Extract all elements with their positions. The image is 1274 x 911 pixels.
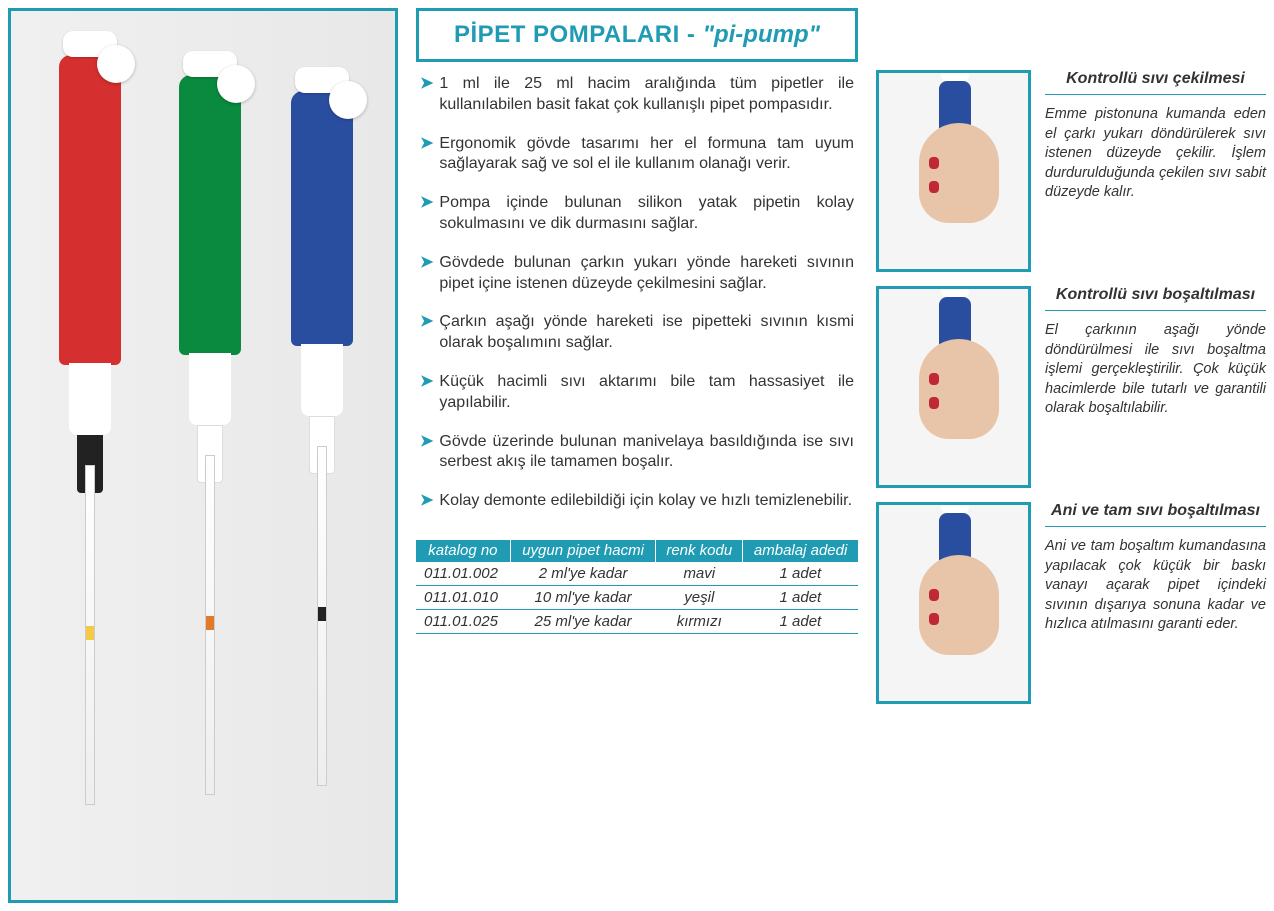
cell: yeşil <box>656 586 743 610</box>
usage-text: Kontrollü sıvı boşaltılması El çarkının … <box>1045 286 1266 419</box>
center-column: PİPET POMPALARI - "pi-pump" ➤1 ml ile 25… <box>416 8 858 903</box>
cell: 011.01.025 <box>416 610 510 634</box>
usage-title: Kontrollü sıvı boşaltılması <box>1045 286 1266 311</box>
feature-text: Gövde üzerinde bulunan manivelaya basıld… <box>439 432 854 474</box>
col-renk: renk kodu <box>656 540 743 563</box>
bullet-icon: ➤ <box>420 312 433 354</box>
cell: 10 ml'ye kadar <box>510 586 655 610</box>
cell: 25 ml'ye kadar <box>510 610 655 634</box>
usage-image-aspirate <box>876 70 1031 272</box>
bullet-icon: ➤ <box>420 134 433 176</box>
feature-text: Çarkın aşağı yönde hareketi ise pipettek… <box>439 312 854 354</box>
catalog-table: katalog no uygun pipet hacmi renk kodu a… <box>416 540 858 635</box>
col-ambalaj: ambalaj adedi <box>743 540 858 563</box>
product-image-panel <box>8 8 398 903</box>
cell: 1 adet <box>743 586 858 610</box>
bullet-icon: ➤ <box>420 193 433 235</box>
bullet-icon: ➤ <box>420 491 433 512</box>
feature-text: Kolay demonte edilebildiği için kolay ve… <box>439 491 854 512</box>
usage-title: Kontrollü sıvı çekilmesi <box>1045 70 1266 95</box>
usage-image-blowout <box>876 502 1031 704</box>
cell: 011.01.002 <box>416 562 510 586</box>
bullet-icon: ➤ <box>420 372 433 414</box>
pump-red <box>59 55 121 365</box>
usage-title: Ani ve tam sıvı boşaltılması <box>1045 502 1266 527</box>
usage-desc: El çarkının aşağı yönde döndürülmesi ile… <box>1045 321 1266 419</box>
pump-blue <box>291 91 353 346</box>
feature-item: ➤ Kolay demonte edilebildiği için kolay v… <box>420 491 854 512</box>
col-katalog: katalog no <box>416 540 510 563</box>
cell: 011.01.010 <box>416 586 510 610</box>
cell: 1 adet <box>743 562 858 586</box>
title-sub: "pi-pump" <box>703 21 820 48</box>
usage-text: Kontrollü sıvı çekilmesi Emme pistonuna … <box>1045 70 1266 203</box>
feature-item: ➤Küçük hacimli sıvı aktarımı bile tam ha… <box>420 372 854 414</box>
feature-text: Küçük hacimli sıvı aktarımı bile tam has… <box>439 372 854 414</box>
feature-item: ➤Pompa içinde bulunan silikon yatak pipe… <box>420 193 854 235</box>
col-hacim: uygun pipet hacmi <box>510 540 655 563</box>
usage-row: Ani ve tam sıvı boşaltılması Ani ve tam … <box>876 502 1266 704</box>
feature-text: Ergonomik gövde tasarımı her el formuna … <box>439 134 854 176</box>
usage-desc: Emme pistonuna kumanda eden el çarkı yuk… <box>1045 105 1266 203</box>
feature-item: ➤Ergonomik gövde tasarımı her el formuna… <box>420 134 854 176</box>
cell: 1 adet <box>743 610 858 634</box>
feature-text: Pompa içinde bulunan silikon yatak pipet… <box>439 193 854 235</box>
usage-text: Ani ve tam sıvı boşaltılması Ani ve tam … <box>1045 502 1266 635</box>
pump-green <box>179 75 241 355</box>
feature-item: ➤Gövde üzerinde bulunan manivelaya basıl… <box>420 432 854 474</box>
bullet-icon: ➤ <box>420 253 433 295</box>
bullet-icon: ➤ <box>420 74 433 116</box>
title-box: PİPET POMPALARI - "pi-pump" <box>416 8 858 62</box>
table-row: 011.01.025 25 ml'ye kadar kırmızı 1 adet <box>416 610 858 634</box>
table-row: 011.01.002 2 ml'ye kadar mavi 1 adet <box>416 562 858 586</box>
usage-image-dispense <box>876 286 1031 488</box>
page-layout: PİPET POMPALARI - "pi-pump" ➤1 ml ile 25… <box>8 8 1266 903</box>
cell: mavi <box>656 562 743 586</box>
usage-desc: Ani ve tam boşaltım kumandasına yapılaca… <box>1045 537 1266 635</box>
bullet-icon: ➤ <box>420 432 433 474</box>
feature-text: Gövdede bulunan çarkın yukarı yönde hare… <box>439 253 854 295</box>
feature-item: ➤Gövdede bulunan çarkın yukarı yönde har… <box>420 253 854 295</box>
usage-row: Kontrollü sıvı çekilmesi Emme pistonuna … <box>876 70 1266 272</box>
title-main: PİPET POMPALARI - <box>454 21 703 48</box>
cell: kırmızı <box>656 610 743 634</box>
right-column: Kontrollü sıvı çekilmesi Emme pistonuna … <box>876 8 1266 903</box>
feature-item: ➤1 ml ile 25 ml hacim aralığında tüm pip… <box>420 74 854 116</box>
cell: 2 ml'ye kadar <box>510 562 655 586</box>
table-row: 011.01.010 10 ml'ye kadar yeşil 1 adet <box>416 586 858 610</box>
usage-row: Kontrollü sıvı boşaltılması El çarkının … <box>876 286 1266 488</box>
table-header-row: katalog no uygun pipet hacmi renk kodu a… <box>416 540 858 563</box>
feature-list: ➤1 ml ile 25 ml hacim aralığında tüm pip… <box>416 72 858 530</box>
feature-text: 1 ml ile 25 ml hacim aralığında tüm pipe… <box>439 74 854 116</box>
feature-item: ➤Çarkın aşağı yönde hareketi ise pipette… <box>420 312 854 354</box>
